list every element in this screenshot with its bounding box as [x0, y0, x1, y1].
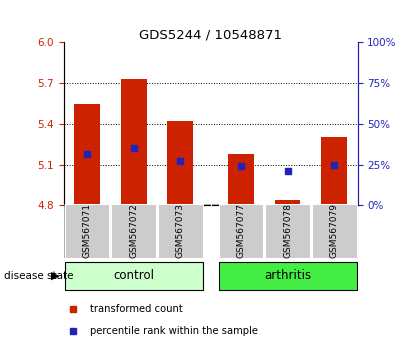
Text: GSM567078: GSM567078 — [283, 204, 292, 258]
Text: transformed count: transformed count — [90, 304, 183, 314]
Title: GDS5244 / 10548871: GDS5244 / 10548871 — [139, 28, 282, 41]
Text: GSM567077: GSM567077 — [236, 204, 245, 258]
Bar — [168, 121, 193, 205]
Bar — [321, 137, 347, 205]
FancyBboxPatch shape — [219, 262, 357, 290]
Bar — [74, 104, 100, 205]
Bar — [228, 154, 254, 205]
FancyBboxPatch shape — [265, 204, 310, 258]
Text: ▶: ▶ — [51, 271, 60, 281]
FancyBboxPatch shape — [219, 204, 263, 258]
FancyBboxPatch shape — [111, 204, 156, 258]
Bar — [275, 200, 300, 205]
Text: percentile rank within the sample: percentile rank within the sample — [90, 326, 258, 336]
Text: GSM567072: GSM567072 — [129, 204, 138, 258]
Text: GSM567071: GSM567071 — [83, 204, 92, 258]
FancyBboxPatch shape — [65, 262, 203, 290]
FancyBboxPatch shape — [158, 204, 203, 258]
FancyBboxPatch shape — [65, 204, 109, 258]
FancyBboxPatch shape — [312, 204, 357, 258]
Text: GSM567079: GSM567079 — [330, 204, 339, 258]
Text: control: control — [113, 269, 154, 282]
Text: disease state: disease state — [4, 271, 74, 281]
Text: arthritis: arthritis — [264, 269, 311, 282]
Bar — [121, 79, 146, 205]
Text: GSM567073: GSM567073 — [176, 204, 185, 258]
